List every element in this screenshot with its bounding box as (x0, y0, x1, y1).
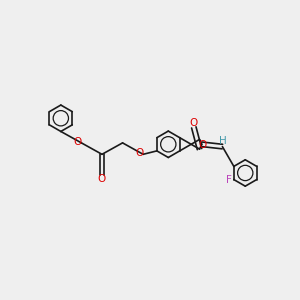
Text: H: H (219, 136, 227, 146)
Text: O: O (73, 137, 81, 147)
Text: O: O (198, 140, 206, 150)
Text: O: O (190, 118, 198, 128)
Text: O: O (98, 175, 106, 184)
Text: F: F (226, 175, 232, 184)
Text: O: O (135, 148, 143, 158)
